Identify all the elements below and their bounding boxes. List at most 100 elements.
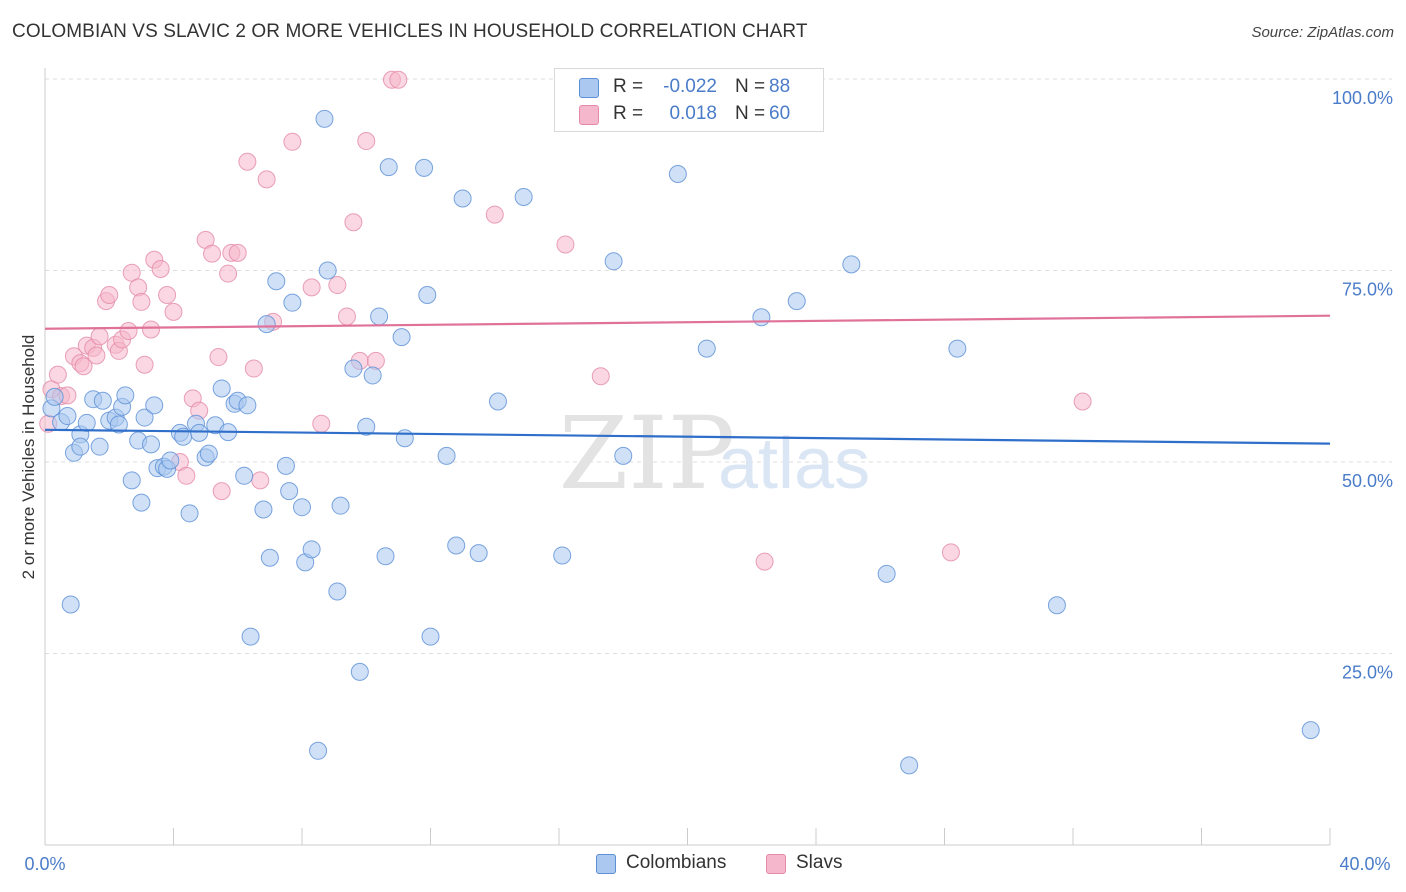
slav-point	[135, 355, 154, 374]
gridlines	[45, 78, 1392, 654]
colombian-point	[842, 255, 861, 274]
colombian-point	[135, 408, 154, 427]
colombian-point	[370, 307, 389, 326]
slav-point	[100, 286, 119, 305]
slav-point	[389, 70, 408, 89]
x-tick-label-max: 40.0%	[1339, 854, 1390, 874]
colombian-point	[447, 536, 466, 555]
colombian-point	[199, 444, 218, 463]
slav-point	[158, 286, 177, 305]
slav-point	[132, 292, 151, 311]
slav-point	[591, 367, 610, 386]
colombian-point	[1047, 596, 1066, 615]
colombian-point	[116, 386, 135, 405]
colombian-point	[379, 158, 398, 177]
watermark-zip: ZIP	[559, 395, 735, 512]
colombian-point	[900, 756, 919, 775]
colombian-point	[260, 548, 279, 567]
x-axis-ticks	[173, 828, 1331, 845]
slav-point	[219, 264, 238, 283]
legend-row-slavs: R = 0.018 N = 60	[555, 100, 823, 128]
slav-point	[142, 320, 161, 339]
colombian-point	[132, 493, 151, 512]
slav-point	[357, 132, 376, 151]
colombian-point	[331, 496, 350, 515]
slav-point	[1073, 392, 1092, 411]
legend-n-label: N =	[735, 103, 766, 124]
stats-legend: R = -0.022 N = 88 R = 0.018 N = 60	[554, 68, 824, 132]
colombian-point	[877, 564, 896, 583]
colombian-point	[553, 546, 572, 565]
colombian-point	[93, 391, 112, 410]
colombian-point	[376, 547, 395, 566]
colombian-point	[302, 540, 321, 559]
legend-label-slavs: Slavs	[796, 852, 843, 873]
colombian-point	[453, 189, 472, 208]
slav-point	[312, 414, 331, 433]
colombian-point	[668, 164, 687, 183]
colombian-point	[418, 286, 437, 305]
slav-point	[151, 259, 170, 278]
slav-point	[344, 213, 363, 232]
colombian-point	[363, 366, 382, 385]
slav-point	[337, 307, 356, 326]
legend-swatch-colombians	[596, 854, 616, 874]
y-tick-label: 75.0%	[1342, 280, 1393, 300]
colombian-point	[241, 627, 260, 646]
slav-point	[485, 205, 504, 224]
slav-point	[238, 152, 257, 171]
legend-n-value: 88	[769, 76, 791, 97]
y-tick-label: 100.0%	[1332, 88, 1393, 108]
slav-point	[251, 471, 270, 490]
colombian-point	[161, 451, 180, 470]
slav-point	[556, 235, 575, 254]
colombian-point	[45, 387, 64, 406]
colombian-point	[1301, 721, 1320, 740]
colombian-point	[235, 466, 254, 485]
watermark-atlas: atlas	[718, 424, 870, 504]
y-axis-label: 2 or more Vehicles in Household	[19, 335, 38, 580]
colombian-point	[238, 396, 257, 415]
colombian-point	[357, 417, 376, 436]
slav-point	[755, 552, 774, 571]
colombian-point	[752, 308, 771, 327]
legend-label-colombians: Colombians	[626, 852, 727, 873]
series-legend: Colombians Slavs	[0, 852, 1406, 878]
colombian-point	[58, 407, 77, 426]
legend-r-value: 0.018	[669, 103, 717, 124]
slav-point	[74, 357, 93, 376]
colombian-point	[142, 435, 161, 454]
x-tick-label-min: 0.0%	[24, 854, 65, 874]
chart-title: COLOMBIAN VS SLAVIC 2 OR MORE VEHICLES I…	[12, 21, 808, 42]
colombian-point	[280, 482, 299, 501]
colombian-point	[948, 339, 967, 358]
colombian-point	[488, 392, 507, 411]
slav-point	[941, 543, 960, 562]
colombian-point	[254, 500, 273, 519]
slav-point	[302, 278, 321, 297]
colombian-point	[257, 315, 276, 334]
colombian-point	[122, 471, 141, 490]
colombians-trend-line	[44, 428, 1331, 445]
slav-point	[87, 346, 106, 365]
slavs-trend-line	[44, 314, 1331, 330]
colombian-point	[315, 109, 334, 128]
colombian-point	[697, 339, 716, 358]
colombian-point	[614, 446, 633, 465]
colombian-point	[283, 293, 302, 312]
colombian-point	[71, 437, 90, 456]
colombian-point	[415, 158, 434, 177]
colombian-point	[395, 429, 414, 448]
slav-point	[366, 351, 385, 370]
colombian-point	[180, 504, 199, 523]
slavs-points	[39, 70, 1092, 571]
colombian-point	[109, 415, 128, 434]
colombian-point	[437, 446, 456, 465]
slav-point	[209, 348, 228, 367]
colombian-point	[77, 413, 96, 432]
colombian-point	[212, 379, 231, 398]
colombian-point	[61, 595, 80, 614]
legend-r-value: -0.022	[663, 76, 717, 97]
slav-point	[328, 276, 347, 295]
